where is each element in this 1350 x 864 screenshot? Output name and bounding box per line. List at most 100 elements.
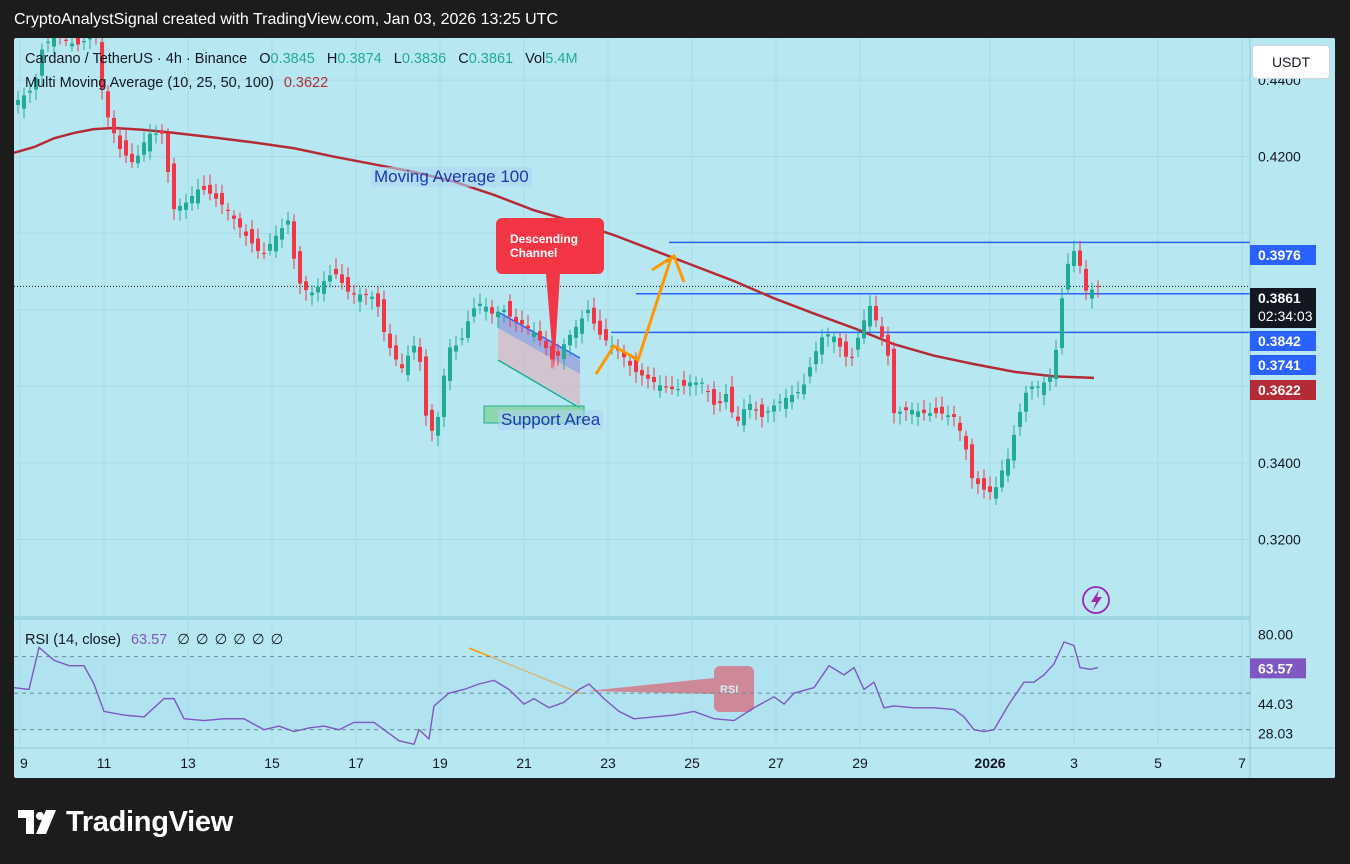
orange-projection-path[interactable] xyxy=(594,257,673,375)
candle-body xyxy=(622,352,626,358)
candle-body xyxy=(172,163,176,210)
candle-body xyxy=(892,348,896,414)
candle-body xyxy=(874,305,878,321)
rsi-value-text: 63.57 xyxy=(1258,660,1293,676)
candle-body xyxy=(232,215,236,219)
descending-channel-upper-band[interactable] xyxy=(498,312,580,374)
lightning-icon[interactable] xyxy=(1082,586,1110,614)
candle-body xyxy=(238,218,242,228)
pane-divider[interactable] xyxy=(14,38,1335,778)
candle-body xyxy=(844,341,848,357)
close-value: 0.3861 xyxy=(468,51,514,67)
candle-body xyxy=(1048,376,1052,382)
high-value: 0.3874 xyxy=(337,51,382,67)
candle-body xyxy=(478,303,482,306)
candle-body xyxy=(106,91,110,118)
candle-body xyxy=(514,316,518,323)
candle-body xyxy=(430,409,434,431)
price-scale[interactable] xyxy=(1250,38,1335,778)
candle-body xyxy=(1036,386,1040,388)
candle-body xyxy=(820,337,824,355)
descending-channel-callout-bubble[interactable] xyxy=(496,218,604,370)
pane-separator[interactable] xyxy=(14,616,1250,620)
candle-body xyxy=(442,375,446,417)
candle-body xyxy=(1084,268,1088,291)
candle-body xyxy=(412,345,416,353)
channel-lower-line[interactable] xyxy=(497,359,581,409)
descending-channel-callout-text-1: Descending xyxy=(510,232,578,246)
candle-body xyxy=(946,415,950,418)
candle-body xyxy=(994,487,998,499)
candle-body xyxy=(280,228,284,240)
publication-header: CryptoAnalystSignal created with Trading… xyxy=(14,11,558,28)
candle-body xyxy=(658,385,662,391)
candle-body xyxy=(358,294,362,302)
horizontal-levels[interactable] xyxy=(14,241,1250,334)
candle-body xyxy=(976,478,980,484)
tradingview-brand-text: TradingView xyxy=(66,806,233,838)
candle-body xyxy=(340,274,344,283)
price-tick-label: 0.4200 xyxy=(1258,149,1301,165)
candle-body xyxy=(586,309,590,314)
rsi-legend-extra: ∅ ∅ ∅ ∅ ∅ ∅ xyxy=(177,632,285,648)
candle-body xyxy=(604,329,608,341)
candle-body xyxy=(130,153,134,163)
rsi-line xyxy=(14,641,1099,746)
candle-body xyxy=(190,196,194,204)
candle-body xyxy=(568,334,572,346)
candle-body xyxy=(154,133,158,135)
candle-body xyxy=(1060,298,1064,348)
candle-body xyxy=(346,277,350,292)
price-label-box xyxy=(1250,380,1316,400)
candle-body xyxy=(634,357,638,373)
candle-body xyxy=(1006,459,1010,476)
price-label-text: 0.3741 xyxy=(1258,357,1301,373)
candle-body xyxy=(580,318,584,334)
low-value: 0.3836 xyxy=(401,51,447,67)
time-tick-label: 27 xyxy=(768,755,784,771)
candle-body xyxy=(544,340,548,349)
price-label-text: 0.3861 xyxy=(1258,290,1301,306)
low-label: L xyxy=(393,51,402,67)
price-candles xyxy=(16,38,1100,505)
candle-body xyxy=(34,78,38,90)
candle-body xyxy=(418,346,422,362)
candle-body xyxy=(1054,349,1058,379)
chart-frame[interactable]: Descending Channel RSI 0.44000.42000.340… xyxy=(14,38,1335,778)
candle-body xyxy=(940,406,944,414)
support-area-label[interactable]: Support Area xyxy=(498,410,604,430)
candle-body xyxy=(424,356,428,416)
candle-body xyxy=(904,407,908,411)
candle-body xyxy=(778,401,782,403)
candle-body xyxy=(736,416,740,421)
candle-body xyxy=(472,308,476,317)
candle-body xyxy=(880,326,884,338)
rsi-tick-label: 80.00 xyxy=(1258,627,1293,643)
candle-body xyxy=(748,403,752,410)
candle-body xyxy=(250,229,254,244)
candle-body xyxy=(1096,285,1100,288)
price-tick-label: 0.3200 xyxy=(1258,531,1301,547)
candle-body xyxy=(760,404,764,417)
rsi-legend-label: RSI (14, close) xyxy=(25,632,121,648)
rsi-legend: RSI (14, close) 63.57 ∅ ∅ ∅ ∅ ∅ ∅ xyxy=(25,632,284,648)
time-tick-label: 3 xyxy=(1070,755,1078,771)
time-tick-label: 5 xyxy=(1154,755,1162,771)
candle-body xyxy=(526,325,530,329)
chart-canvas[interactable]: Descending Channel RSI 0.44000.42000.340… xyxy=(14,38,1335,778)
candle-body xyxy=(274,235,278,252)
candle-body xyxy=(1090,289,1094,299)
moving-average-100-label[interactable]: Moving Average 100 xyxy=(371,167,532,187)
currency-selector-button[interactable]: USDT xyxy=(1252,45,1330,79)
rsi-pane[interactable]: RSI xyxy=(14,641,1250,746)
candle-body xyxy=(208,184,212,194)
candle-body xyxy=(814,351,818,365)
candle-body xyxy=(766,411,770,413)
candle-body xyxy=(148,133,152,152)
orange-projection-arrowhead[interactable] xyxy=(651,253,686,283)
callouts[interactable]: Descending Channel xyxy=(496,218,604,370)
candle-body xyxy=(562,344,566,360)
symbol-name: Cardano / TetherUS · 4h · Binance xyxy=(25,51,248,67)
candle-body xyxy=(952,414,956,417)
projection-arrow[interactable] xyxy=(594,253,686,375)
